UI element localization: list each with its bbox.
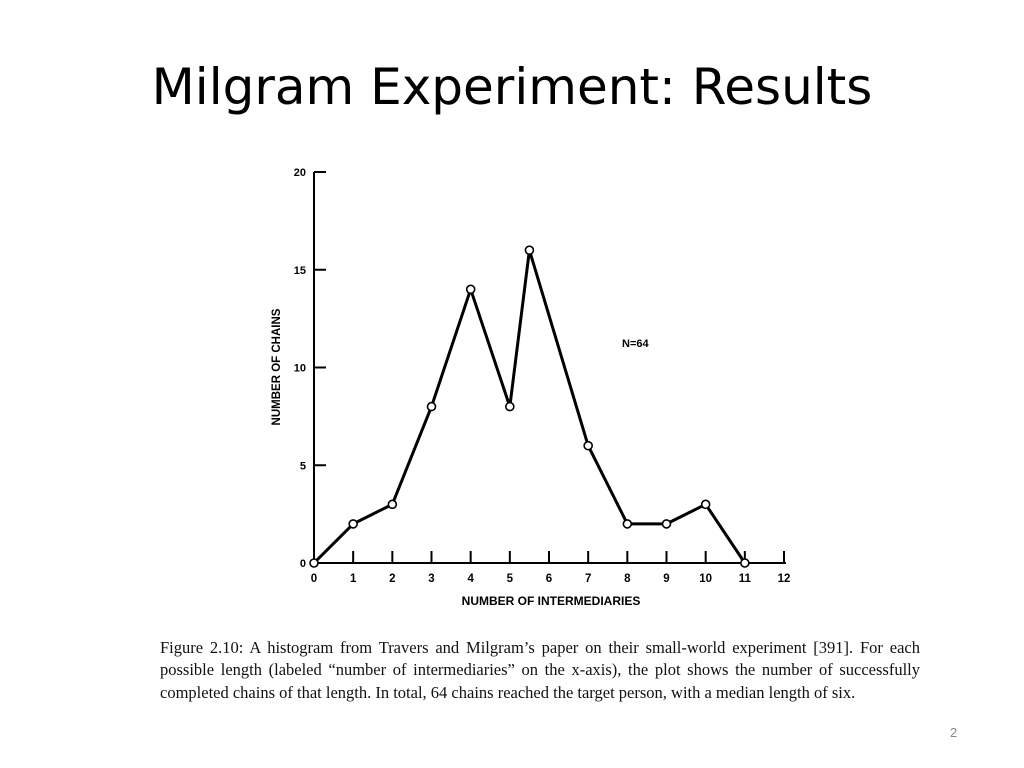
x-tick-label: 7 (585, 573, 591, 585)
x-axis-label: NUMBER OF INTERMEDIARIES (462, 594, 641, 608)
y-tick-label: 0 (300, 558, 306, 570)
x-tick-label: 2 (389, 573, 395, 585)
data-point (740, 558, 750, 568)
data-point (524, 245, 535, 255)
x-tick-label: 10 (699, 573, 712, 585)
data-point (348, 519, 358, 529)
x-tick-label: 4 (467, 573, 474, 585)
x-tick-label: 12 (778, 573, 791, 585)
y-ticks: 0 5 10 15 20 (294, 167, 326, 570)
slide-number: 2 (950, 725, 958, 740)
x-ticks: 0 1 2 3 4 5 6 7 8 9 10 11 12 (311, 551, 791, 585)
x-tick-label: 0 (311, 573, 317, 585)
data-point (622, 519, 633, 529)
figure-caption: Figure 2.10: A histogram from Travers an… (160, 638, 920, 702)
slide-title: Milgram Experiment: Results (151, 58, 873, 116)
data-point (387, 499, 398, 510)
y-axis-label: NUMBER OF CHAINS (271, 308, 283, 425)
axes (313, 172, 786, 564)
x-tick-label: 5 (507, 573, 514, 585)
x-tick-label: 1 (350, 573, 357, 585)
data-point (426, 401, 437, 412)
y-tick-label: 10 (294, 363, 306, 375)
x-tick-label: 11 (739, 573, 752, 585)
data-point (583, 440, 593, 451)
series-line (312, 248, 747, 565)
y-tick-label: 20 (294, 167, 306, 179)
x-tick-label: 6 (546, 573, 552, 585)
data-point (309, 558, 319, 568)
data-point (661, 519, 672, 529)
x-tick-label: 8 (624, 573, 631, 585)
x-tick-label: 9 (663, 573, 669, 585)
data-point (700, 499, 711, 510)
sample-size-annotation: N=64 (622, 338, 649, 350)
y-tick-label: 15 (294, 265, 306, 277)
y-tick-label: 5 (300, 460, 306, 472)
data-point (465, 284, 476, 295)
series (309, 245, 750, 568)
x-tick-label: 3 (428, 573, 434, 585)
data-point (505, 401, 515, 412)
